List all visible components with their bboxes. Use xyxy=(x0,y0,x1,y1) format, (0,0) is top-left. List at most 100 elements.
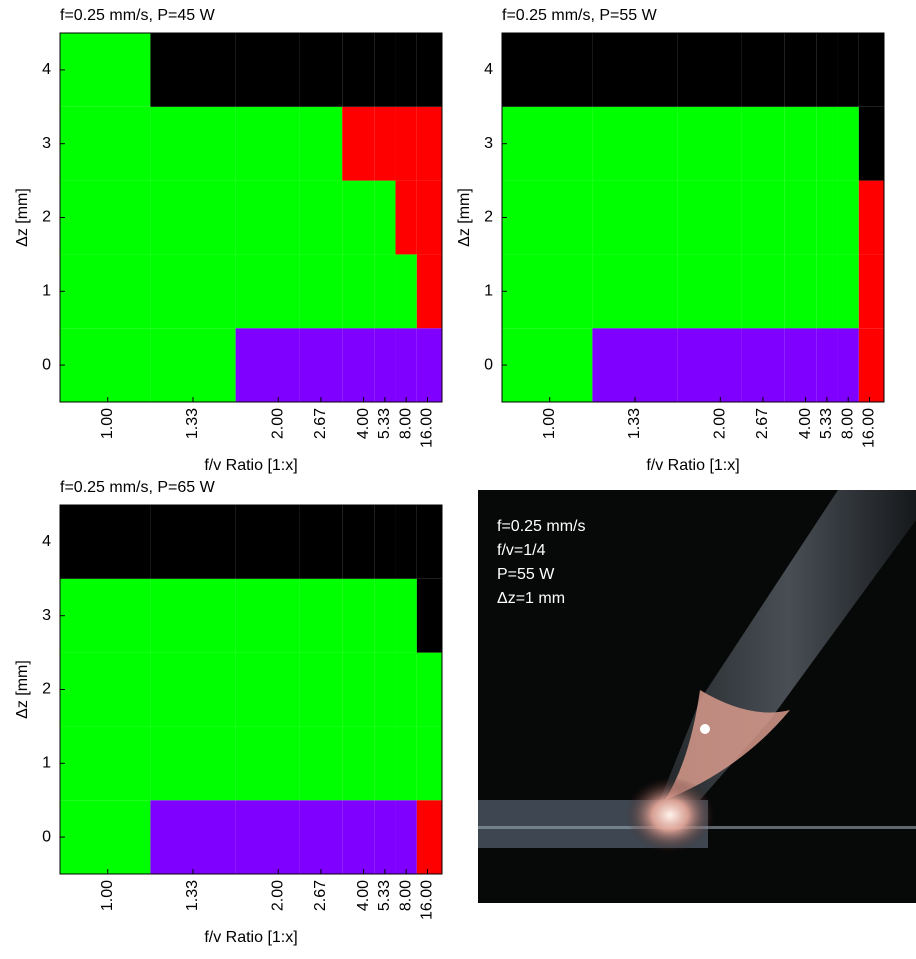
cell xyxy=(150,328,236,402)
cell xyxy=(235,33,300,107)
cell xyxy=(395,328,417,402)
cell xyxy=(502,106,593,181)
photo-label: f=0.25 mm/s xyxy=(497,518,585,535)
cell xyxy=(741,180,785,255)
x-tick-label: 1.33 xyxy=(184,408,201,439)
x-tick-label: 1.33 xyxy=(184,880,201,911)
photo-label: P=55 W xyxy=(497,566,555,583)
cell xyxy=(60,800,151,874)
cell xyxy=(837,254,859,329)
cell xyxy=(416,106,442,181)
y-tick-label: 0 xyxy=(42,828,51,845)
cell xyxy=(60,652,151,727)
x-tick-label: 4.00 xyxy=(355,880,372,911)
cell xyxy=(677,33,742,107)
cell xyxy=(395,254,417,329)
cell xyxy=(235,180,300,255)
chart-title: f=0.25 mm/s, P=65 W xyxy=(60,479,216,496)
photo-label: f/v=1/4 xyxy=(497,542,546,559)
reflection xyxy=(700,724,710,734)
chart: 0 1 2 3 4 1.00 1.33 2.00 2.67 4.00 5.33 8.00 16.00 f=… xyxy=(14,479,443,946)
cell xyxy=(150,106,236,181)
cell xyxy=(416,180,442,255)
x-tick-label: 8.00 xyxy=(839,408,856,439)
cell xyxy=(416,652,442,727)
cell xyxy=(342,726,375,801)
cell xyxy=(150,254,236,329)
chart: 0 1 2 3 4 1.00 1.33 2.00 2.67 4.00 5.33 8.00 16.00 f=… xyxy=(14,7,443,474)
cell xyxy=(784,254,817,329)
cell xyxy=(395,33,417,107)
cell xyxy=(374,180,396,255)
cell xyxy=(592,180,678,255)
cell xyxy=(502,328,593,402)
cell xyxy=(342,578,375,653)
cell xyxy=(416,254,442,329)
cell xyxy=(235,578,300,653)
glow xyxy=(625,777,715,853)
x-tick-label: 1.00 xyxy=(541,408,558,439)
y-tick-label: 2 xyxy=(484,209,493,226)
x-tick-label: 1.33 xyxy=(626,408,643,439)
cell xyxy=(235,106,300,181)
cell xyxy=(592,254,678,329)
y-tick-label: 1 xyxy=(42,283,51,300)
cell xyxy=(416,505,442,579)
cell xyxy=(60,505,151,579)
cell xyxy=(677,328,742,402)
cell xyxy=(299,505,343,579)
cell xyxy=(299,328,343,402)
y-tick-label: 1 xyxy=(484,283,493,300)
cell xyxy=(416,33,442,107)
cell xyxy=(395,652,417,727)
cell xyxy=(374,505,396,579)
cell xyxy=(60,180,151,255)
cell xyxy=(374,106,396,181)
y-axis-label: Δz [mm] xyxy=(14,188,31,247)
cell xyxy=(235,328,300,402)
cell xyxy=(342,505,375,579)
x-tick-label: 2.67 xyxy=(312,880,329,911)
x-tick-label: 5.33 xyxy=(818,408,835,439)
cell xyxy=(816,328,838,402)
cell xyxy=(235,254,300,329)
cell xyxy=(374,652,396,727)
photo: f=0.25 mm/s f/v=1/4 P=55 W Δz=1 mm xyxy=(478,490,916,903)
cell xyxy=(592,33,678,107)
cell xyxy=(150,800,236,874)
cell xyxy=(60,106,151,181)
cell xyxy=(837,180,859,255)
cell xyxy=(416,328,442,402)
x-axis-label: f/v Ratio [1:x] xyxy=(204,457,297,474)
x-tick-label: 16.00 xyxy=(419,880,436,920)
cell xyxy=(342,652,375,727)
x-axis-label: f/v Ratio [1:x] xyxy=(646,457,739,474)
cell xyxy=(374,578,396,653)
x-tick-label: 16.00 xyxy=(861,408,878,448)
cell xyxy=(374,800,396,874)
x-tick-label: 2.67 xyxy=(754,408,771,439)
cell xyxy=(784,33,817,107)
cell xyxy=(395,726,417,801)
cell xyxy=(342,800,375,874)
cell xyxy=(299,726,343,801)
cell xyxy=(741,33,785,107)
cell xyxy=(60,726,151,801)
cell xyxy=(816,106,838,181)
cell xyxy=(299,254,343,329)
cell xyxy=(858,33,884,107)
cell xyxy=(784,106,817,181)
cell xyxy=(150,33,236,107)
cell xyxy=(858,180,884,255)
cell xyxy=(784,180,817,255)
cell xyxy=(150,652,236,727)
cell xyxy=(342,328,375,402)
cell xyxy=(150,726,236,801)
y-tick-label: 4 xyxy=(42,533,51,550)
cell xyxy=(858,254,884,329)
cell xyxy=(235,652,300,727)
cell xyxy=(858,328,884,402)
cell xyxy=(235,800,300,874)
y-tick-label: 4 xyxy=(42,61,51,78)
x-tick-label: 4.00 xyxy=(355,408,372,439)
